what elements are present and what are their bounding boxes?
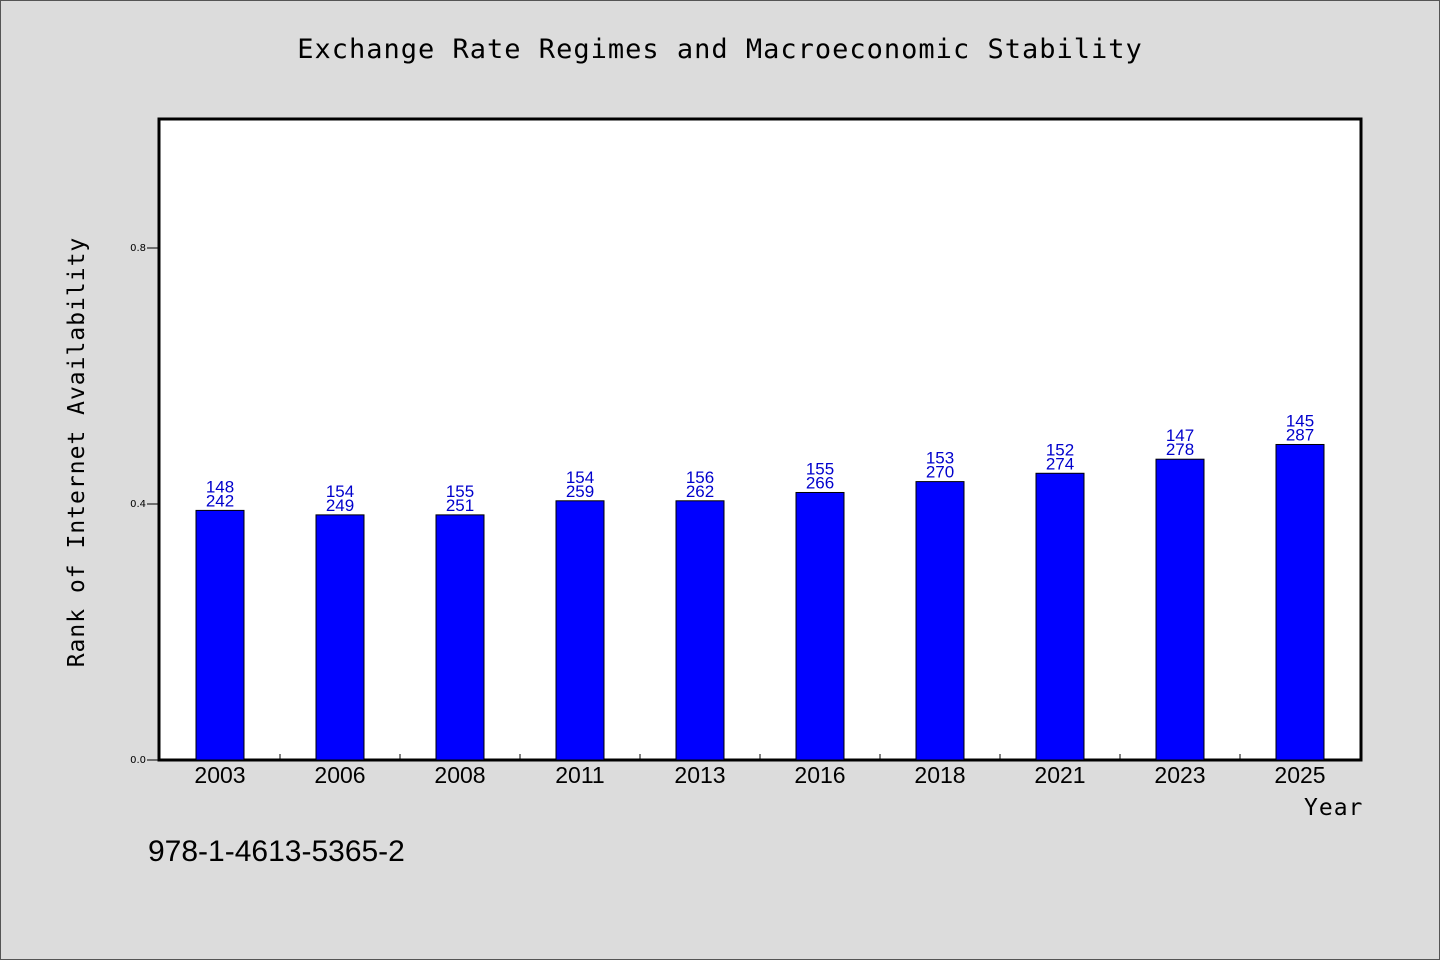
chart-title: Exchange Rate Regimes and Macroeconomic … [297,34,1143,65]
bar-2011 [555,500,605,761]
bar-label-top: 155 [446,482,474,501]
y-axis-label: Rank of Internet Availability [64,236,90,668]
x-tick-label: 2018 [914,762,965,788]
bar-label-bottom: 270 [926,463,954,482]
bar-2006 [315,514,365,761]
x-tick-label: 2011 [555,762,604,788]
bar-label-bottom: 274 [1046,454,1074,473]
x-axis-label: Year [1304,795,1364,821]
bar-label-top: 156 [686,468,714,487]
bar-2003 [195,509,245,761]
bar-label-bottom: 251 [446,496,474,515]
y-tick-label: 0.0 [130,755,146,766]
bar-label-bottom: 262 [686,482,714,501]
bar-label-top: 148 [206,477,234,496]
bar-label-top: 152 [1046,440,1074,459]
y-tick-label: 0.8 [130,243,146,254]
bar-2018 [915,481,965,761]
bar-2021 [1035,472,1085,761]
x-tick-label: 2023 [1154,762,1205,788]
bar-label-top: 155 [806,459,834,478]
bar-label-bottom: 287 [1286,425,1314,444]
bar-2013 [675,500,725,761]
bar-2023 [1155,458,1205,761]
bar-label-top: 147 [1166,426,1194,445]
bars [195,443,1325,761]
bar-label-top: 154 [326,482,354,501]
bar-2008 [435,514,485,761]
bar-2025 [1275,443,1325,761]
bar-label-top: 145 [1286,411,1314,430]
x-tick-label: 2013 [674,762,725,788]
bar-label-top: 153 [926,449,954,468]
bar-labels: 1482421542491552511542591562621552661532… [206,411,1314,514]
x-tick-label: 2003 [194,762,245,788]
bar-label-bottom: 249 [326,496,354,515]
y-axis: 0.0 0.4 0.8 [130,243,160,766]
x-tick-label: 2021 [1034,762,1085,788]
x-axis: 2003 2006 2008 2011 2013 2016 2018 2021 2023 2025 [194,754,1326,788]
x-tick-label: 2025 [1274,762,1325,788]
bar-label-bottom: 242 [206,491,234,510]
x-tick-label: 2016 [794,762,845,788]
isbn-footnote: 978-1-4613-5365-2 [148,835,405,868]
x-tick-label: 2008 [434,762,485,788]
bar-label-bottom: 278 [1166,440,1194,459]
bar-2016 [795,491,845,761]
x-tick-label: 2006 [314,762,365,788]
bar-label-top: 154 [566,468,594,487]
bar-label-bottom: 266 [806,473,834,492]
y-tick-label: 0.4 [130,499,146,510]
bar-label-bottom: 259 [566,482,594,501]
